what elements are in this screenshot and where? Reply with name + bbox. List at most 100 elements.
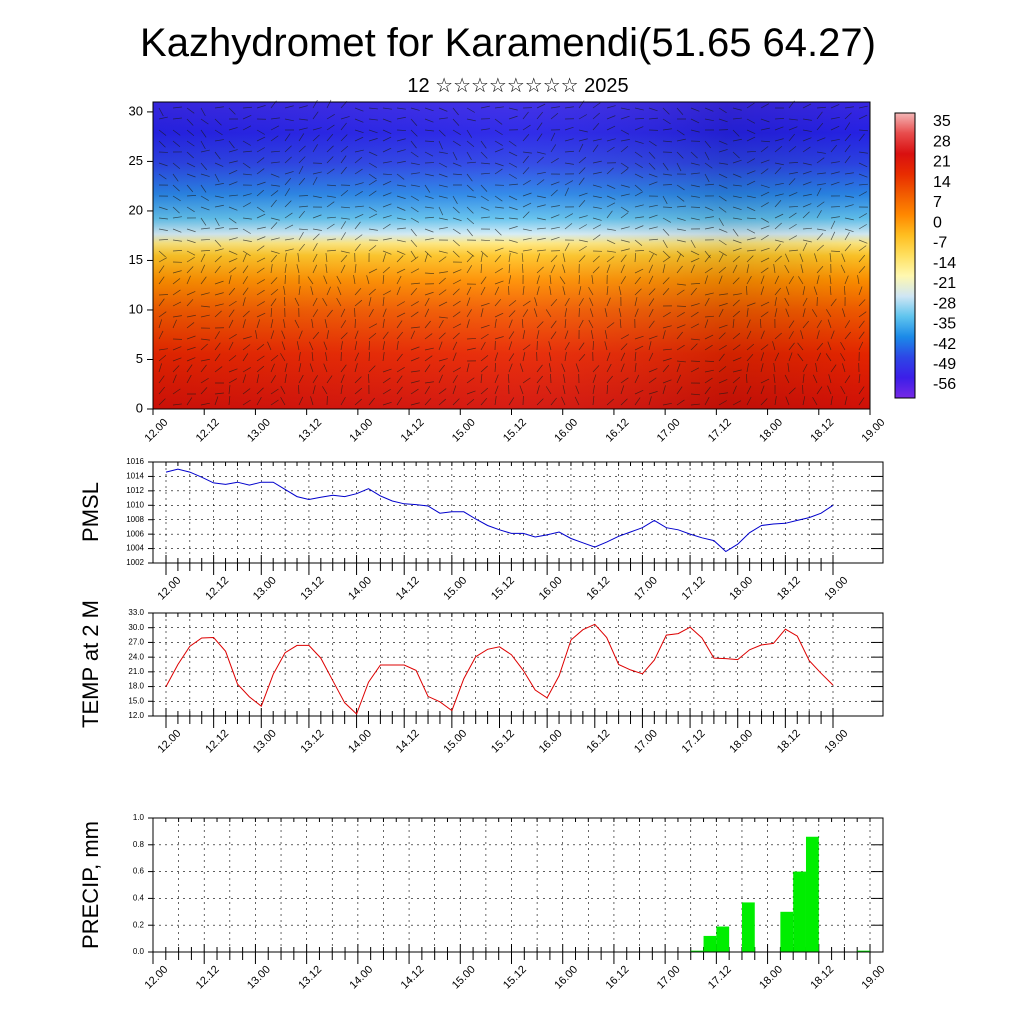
wind-barb <box>620 107 630 111</box>
wind-barb <box>186 173 196 178</box>
wind-barb <box>228 206 238 211</box>
wind-barb <box>312 309 319 318</box>
wind-barb <box>704 151 710 161</box>
wind-barb <box>816 330 820 340</box>
wind-barb <box>829 286 832 296</box>
wind-barb <box>842 308 846 318</box>
x-tick-label: 17.12 <box>706 964 734 992</box>
wind-barb <box>802 396 806 406</box>
wind-barb <box>827 341 832 351</box>
wind-barb <box>270 217 280 221</box>
wind-barb <box>536 321 544 329</box>
wind-barb <box>816 106 826 109</box>
wind-barb <box>718 206 727 213</box>
wind-barb <box>396 250 406 255</box>
wind-barb <box>186 256 195 263</box>
wind-barb <box>788 276 794 285</box>
wind-barb <box>382 275 385 285</box>
precip-bar <box>805 836 819 952</box>
wind-barb <box>200 140 206 150</box>
wind-barb <box>816 111 823 120</box>
wind-barb <box>816 386 823 395</box>
wind-barb <box>548 352 552 362</box>
wind-barb <box>676 324 686 329</box>
x-tick-label: 12.00 <box>143 964 171 992</box>
wind-barb <box>620 184 630 188</box>
wind-barb <box>746 228 756 234</box>
wind-barb <box>228 181 238 186</box>
wind-barb <box>648 368 658 373</box>
y-tick-label: 33.0 <box>128 608 144 617</box>
wind-barb <box>522 202 532 208</box>
wind-barb <box>620 212 629 219</box>
wind-barb <box>676 253 682 263</box>
wind-barb <box>620 363 625 373</box>
wind-barb <box>858 331 865 340</box>
wind-barb <box>774 275 780 285</box>
wind-barb <box>578 177 585 186</box>
wind-barb <box>564 223 573 230</box>
wind-barb <box>158 265 165 274</box>
wind-barb <box>200 149 210 153</box>
colorbar-frame <box>894 112 916 399</box>
wind-barb <box>522 377 531 384</box>
wind-barb <box>242 150 252 153</box>
wind-barb <box>746 150 757 153</box>
y-tick-label: 1008 <box>126 515 144 524</box>
wind-barb <box>354 288 362 296</box>
wind-barb <box>200 250 211 252</box>
wind-barb <box>396 149 406 153</box>
wind-barb <box>690 258 700 263</box>
wind-barb <box>592 255 600 263</box>
wind-barb <box>284 145 292 153</box>
wind-barb <box>312 99 318 109</box>
wind-barb <box>396 386 403 395</box>
wind-barb <box>354 363 358 373</box>
wind-barb <box>326 309 333 318</box>
wind-barb <box>829 275 832 285</box>
wind-barb <box>382 331 389 340</box>
wind-barb <box>410 228 417 237</box>
wind-barb <box>256 312 266 318</box>
wind-barb <box>354 168 363 175</box>
wind-barb <box>536 330 540 340</box>
wind-barb <box>326 286 331 296</box>
wind-barb <box>438 388 447 395</box>
wind-barb <box>200 239 211 241</box>
wind-barb <box>830 220 836 230</box>
wind-barb <box>242 253 247 263</box>
wind-barb <box>354 352 359 362</box>
wind-barb <box>620 254 627 263</box>
wind-barb <box>760 168 769 175</box>
wind-barb <box>774 167 782 175</box>
wind-barb <box>634 204 644 208</box>
wind-barb <box>340 134 348 142</box>
wind-barb <box>158 228 168 231</box>
wind-barb <box>773 374 776 384</box>
wind-barb <box>296 264 300 274</box>
wind-barb <box>662 288 670 296</box>
x-tick-label: 14.12 <box>394 728 422 756</box>
wind-barb <box>619 319 622 329</box>
wind-barb <box>228 300 237 307</box>
wind-barb <box>310 286 314 296</box>
wind-barb <box>578 298 584 307</box>
wind-barb <box>298 205 308 208</box>
wind-barb <box>802 146 811 153</box>
wind-barb <box>578 342 585 351</box>
wind-barb <box>830 231 836 241</box>
wind-barb <box>186 364 193 373</box>
x-tick-label: 14.00 <box>346 728 374 756</box>
wind-barb <box>760 247 770 252</box>
wind-barb <box>620 377 629 384</box>
wind-barb <box>424 173 434 177</box>
wind-barb <box>242 310 250 318</box>
wind-barb <box>676 283 686 286</box>
y-axis-title: PRECIP, mm <box>78 821 103 949</box>
wind-barb <box>562 264 566 274</box>
wind-barb <box>774 352 780 362</box>
wind-barb <box>424 272 435 274</box>
wind-barb <box>812 374 818 384</box>
wind-barb <box>410 129 418 137</box>
wind-barb <box>382 352 385 362</box>
